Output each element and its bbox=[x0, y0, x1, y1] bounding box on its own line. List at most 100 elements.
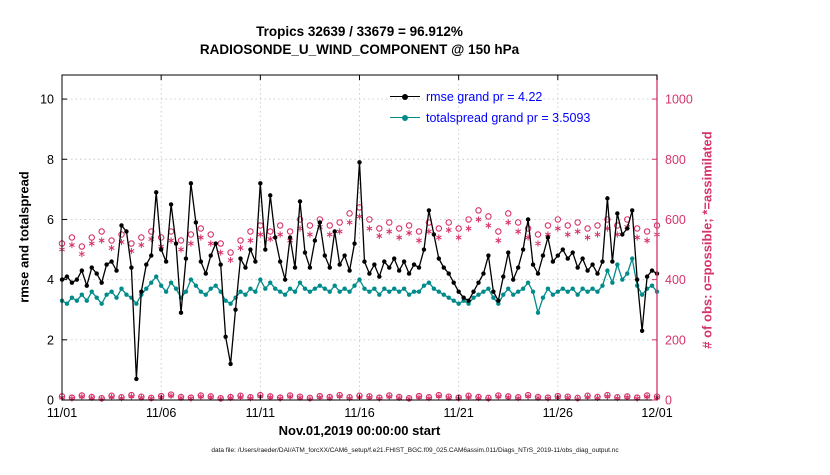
marker-dot-rmse bbox=[441, 265, 446, 270]
marker-dot-totalspread bbox=[511, 292, 516, 297]
marker-dot-totalspread bbox=[144, 286, 149, 291]
marker-circle-possible_obs_o bbox=[326, 222, 333, 229]
marker-dot-rmse bbox=[406, 271, 412, 276]
marker-dot-totalspread bbox=[213, 283, 218, 288]
marker-dot-totalspread bbox=[243, 292, 248, 297]
marker-dot-totalspread bbox=[69, 295, 75, 300]
marker-dot-totalspread bbox=[560, 286, 565, 291]
totalspread-line-marker-icon bbox=[390, 113, 420, 123]
marker-dot-totalspread bbox=[620, 277, 625, 282]
marker-dot-totalspread bbox=[327, 289, 332, 294]
marker-circle-possible_obs_o bbox=[266, 228, 274, 235]
marker-dot-rmse bbox=[277, 259, 283, 264]
marker-dot-totalspread bbox=[610, 280, 615, 285]
marker-circle-possible_obs_o bbox=[217, 240, 224, 247]
marker-dot-totalspread bbox=[154, 274, 159, 279]
marker-dot-totalspread bbox=[649, 283, 655, 288]
marker-dot-totalspread bbox=[416, 289, 422, 294]
marker-dot-totalspread bbox=[520, 286, 526, 291]
marker-dot-rmse bbox=[416, 265, 422, 270]
marker-dot-totalspread bbox=[377, 292, 382, 297]
marker-circle-possible_obs_o bbox=[296, 216, 304, 223]
marker-dot-totalspread bbox=[406, 292, 412, 297]
marker-dot-rmse bbox=[535, 271, 541, 276]
marker-dot-rmse bbox=[466, 298, 471, 303]
marker-circle-possible_obs_o bbox=[237, 237, 244, 244]
marker-dot-totalspread bbox=[203, 292, 208, 297]
marker-dot-rmse bbox=[258, 181, 263, 186]
marker-dot-totalspread bbox=[362, 286, 367, 291]
marker-dot-totalspread bbox=[109, 289, 114, 294]
marker-dot-rmse bbox=[515, 265, 521, 270]
marker-dot-rmse bbox=[198, 259, 204, 264]
marker-circle-possible_obs_o bbox=[227, 249, 234, 256]
marker-dot-rmse bbox=[332, 229, 337, 234]
marker-dot-totalspread bbox=[545, 286, 551, 291]
marker-dot-totalspread bbox=[99, 301, 104, 306]
marker-dot-totalspread bbox=[277, 289, 283, 294]
marker-dot-rmse bbox=[560, 247, 565, 252]
legend-item-rmse: rmse grand pr = 4.22 bbox=[390, 86, 590, 107]
marker-circle-possible_obs_o bbox=[247, 228, 254, 235]
marker-dot-totalspread bbox=[263, 286, 268, 291]
marker-dot-rmse bbox=[486, 253, 491, 258]
tick-label: 11/11 bbox=[246, 406, 275, 420]
marker-dot-rmse bbox=[307, 265, 313, 270]
marker-dot-rmse bbox=[144, 262, 149, 267]
marker-dot-totalspread bbox=[173, 286, 179, 291]
marker-dot-totalspread bbox=[540, 295, 546, 300]
marker-circle-possible_obs_o bbox=[495, 228, 502, 235]
marker-dot-rmse bbox=[585, 268, 590, 273]
marker-dot-rmse bbox=[436, 256, 442, 261]
marker-dot-totalspread bbox=[535, 310, 541, 315]
marker-dot-rmse bbox=[218, 262, 223, 267]
marker-dot-totalspread bbox=[337, 289, 342, 294]
marker-circle-possible_obs_o bbox=[554, 216, 562, 223]
marker-dot-rmse bbox=[287, 235, 293, 240]
marker-circle-possible_obs_o bbox=[574, 219, 581, 226]
marker-dot-totalspread bbox=[421, 283, 427, 288]
tick-label: 0 bbox=[47, 394, 54, 408]
x-axis-label: Nov.01,2019 00:00:00 start bbox=[278, 423, 441, 438]
legend-label-totalspread: totalspread grand pr = 3.5093 bbox=[426, 110, 591, 125]
marker-dot-totalspread bbox=[322, 286, 327, 291]
marker-dot-totalspread bbox=[600, 283, 605, 288]
marker-dot-totalspread bbox=[461, 298, 466, 303]
marker-circle-possible_obs_o bbox=[385, 219, 393, 226]
marker-dot-rmse bbox=[476, 280, 481, 285]
marker-dot-totalspread bbox=[615, 262, 620, 267]
marker-dot-totalspread bbox=[590, 286, 595, 291]
marker-dot-totalspread bbox=[297, 280, 303, 285]
marker-dot-totalspread bbox=[183, 289, 189, 294]
marker-dot-totalspread bbox=[565, 289, 570, 294]
marker-circle-possible_obs_o bbox=[88, 234, 96, 241]
marker-circle-possible_obs_o bbox=[286, 228, 294, 235]
marker-dot-rmse bbox=[525, 217, 531, 222]
marker-dot-totalspread bbox=[555, 289, 561, 294]
marker-dot-rmse bbox=[630, 208, 635, 213]
legend-item-totalspread: totalspread grand pr = 3.5093 bbox=[390, 107, 590, 128]
marker-dot-rmse bbox=[372, 262, 377, 267]
marker-dot-rmse bbox=[550, 259, 556, 264]
marker-dot-totalspread bbox=[392, 286, 397, 291]
marker-dot-rmse bbox=[248, 247, 253, 252]
marker-dot-rmse bbox=[178, 310, 184, 315]
marker-dot-totalspread bbox=[248, 286, 253, 291]
marker-dot-rmse bbox=[233, 307, 238, 312]
marker-dot-rmse bbox=[213, 241, 218, 246]
marker-dot-totalspread bbox=[476, 292, 481, 297]
tick-label: 200 bbox=[665, 333, 686, 347]
marker-circle-possible_obs_o bbox=[544, 222, 552, 229]
marker-dot-totalspread bbox=[332, 283, 337, 288]
marker-circle-possible_obs_o bbox=[415, 228, 423, 235]
marker-dot-rmse bbox=[317, 220, 323, 225]
right-axis-label: # of obs: o=possible; *=assimilated bbox=[699, 131, 715, 349]
marker-circle-possible_obs_o bbox=[138, 234, 145, 241]
marker-dot-rmse bbox=[292, 265, 298, 270]
marker-dot-rmse bbox=[367, 271, 372, 276]
marker-circle-possible_obs_o bbox=[68, 234, 76, 241]
data-file-caption: data file: /Users/raeder/DAI/ATM_forcXX/… bbox=[211, 447, 619, 454]
marker-dot-totalspread bbox=[188, 277, 194, 282]
